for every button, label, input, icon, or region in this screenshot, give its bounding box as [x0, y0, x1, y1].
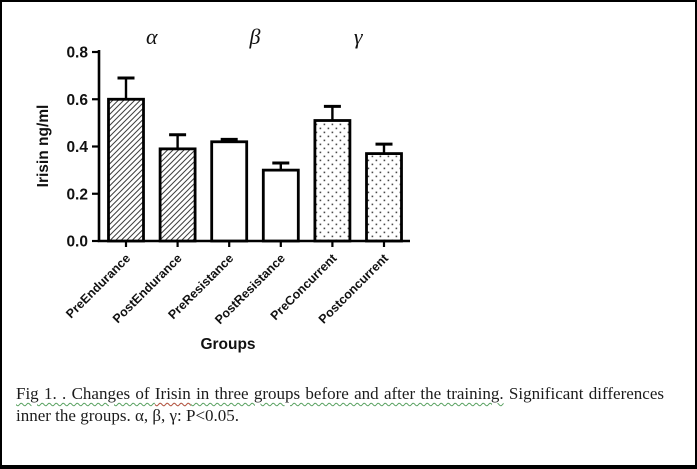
y-tick-label: 0.8: [66, 45, 88, 62]
y-tick-label: 0.4: [66, 139, 88, 156]
y-tick-label: 0.2: [66, 186, 88, 203]
figure-caption: Fig 1. . Changes of Irisin in three grou…: [16, 383, 664, 427]
caption-line-2: inner the groups. α, β, γ: P<0.05.: [16, 406, 240, 425]
caption-word-irisin: Irisin: [154, 384, 191, 403]
caption-grammar-underlined-text: Fig 1. . Changes of Irisin in three grou…: [16, 384, 504, 403]
significance-annotation: α: [146, 24, 158, 49]
y-tick-label: 0.0: [66, 234, 88, 251]
caption-figure-label: Fig 1. . Changes of: [16, 384, 155, 403]
bar-PostResistance: [261, 168, 300, 243]
irisin-bar-chart: 0.00.20.40.60.8PreEndurancePostEndurance…: [35, 24, 410, 353]
caption-title-rest: in three groups before and after the tra…: [190, 384, 504, 403]
significance-annotation: β: [249, 24, 261, 49]
bar-PreEndurance: [107, 97, 145, 243]
bar-Postconcurrent: [365, 152, 403, 243]
bar-PreConcurrent: [313, 119, 352, 243]
y-tick-label: 0.6: [66, 92, 88, 109]
bar-PreResistance: [210, 140, 249, 243]
y-axis-title: Irisin ng/ml: [35, 105, 52, 188]
x-axis-title: Groups: [200, 336, 255, 353]
caption-line-1: Fig 1. . Changes of Irisin in three grou…: [16, 383, 664, 405]
caption-sentence-2: Significant differences: [508, 384, 664, 403]
significance-annotation: γ: [354, 24, 364, 49]
bar-PostEndurance: [158, 147, 197, 243]
